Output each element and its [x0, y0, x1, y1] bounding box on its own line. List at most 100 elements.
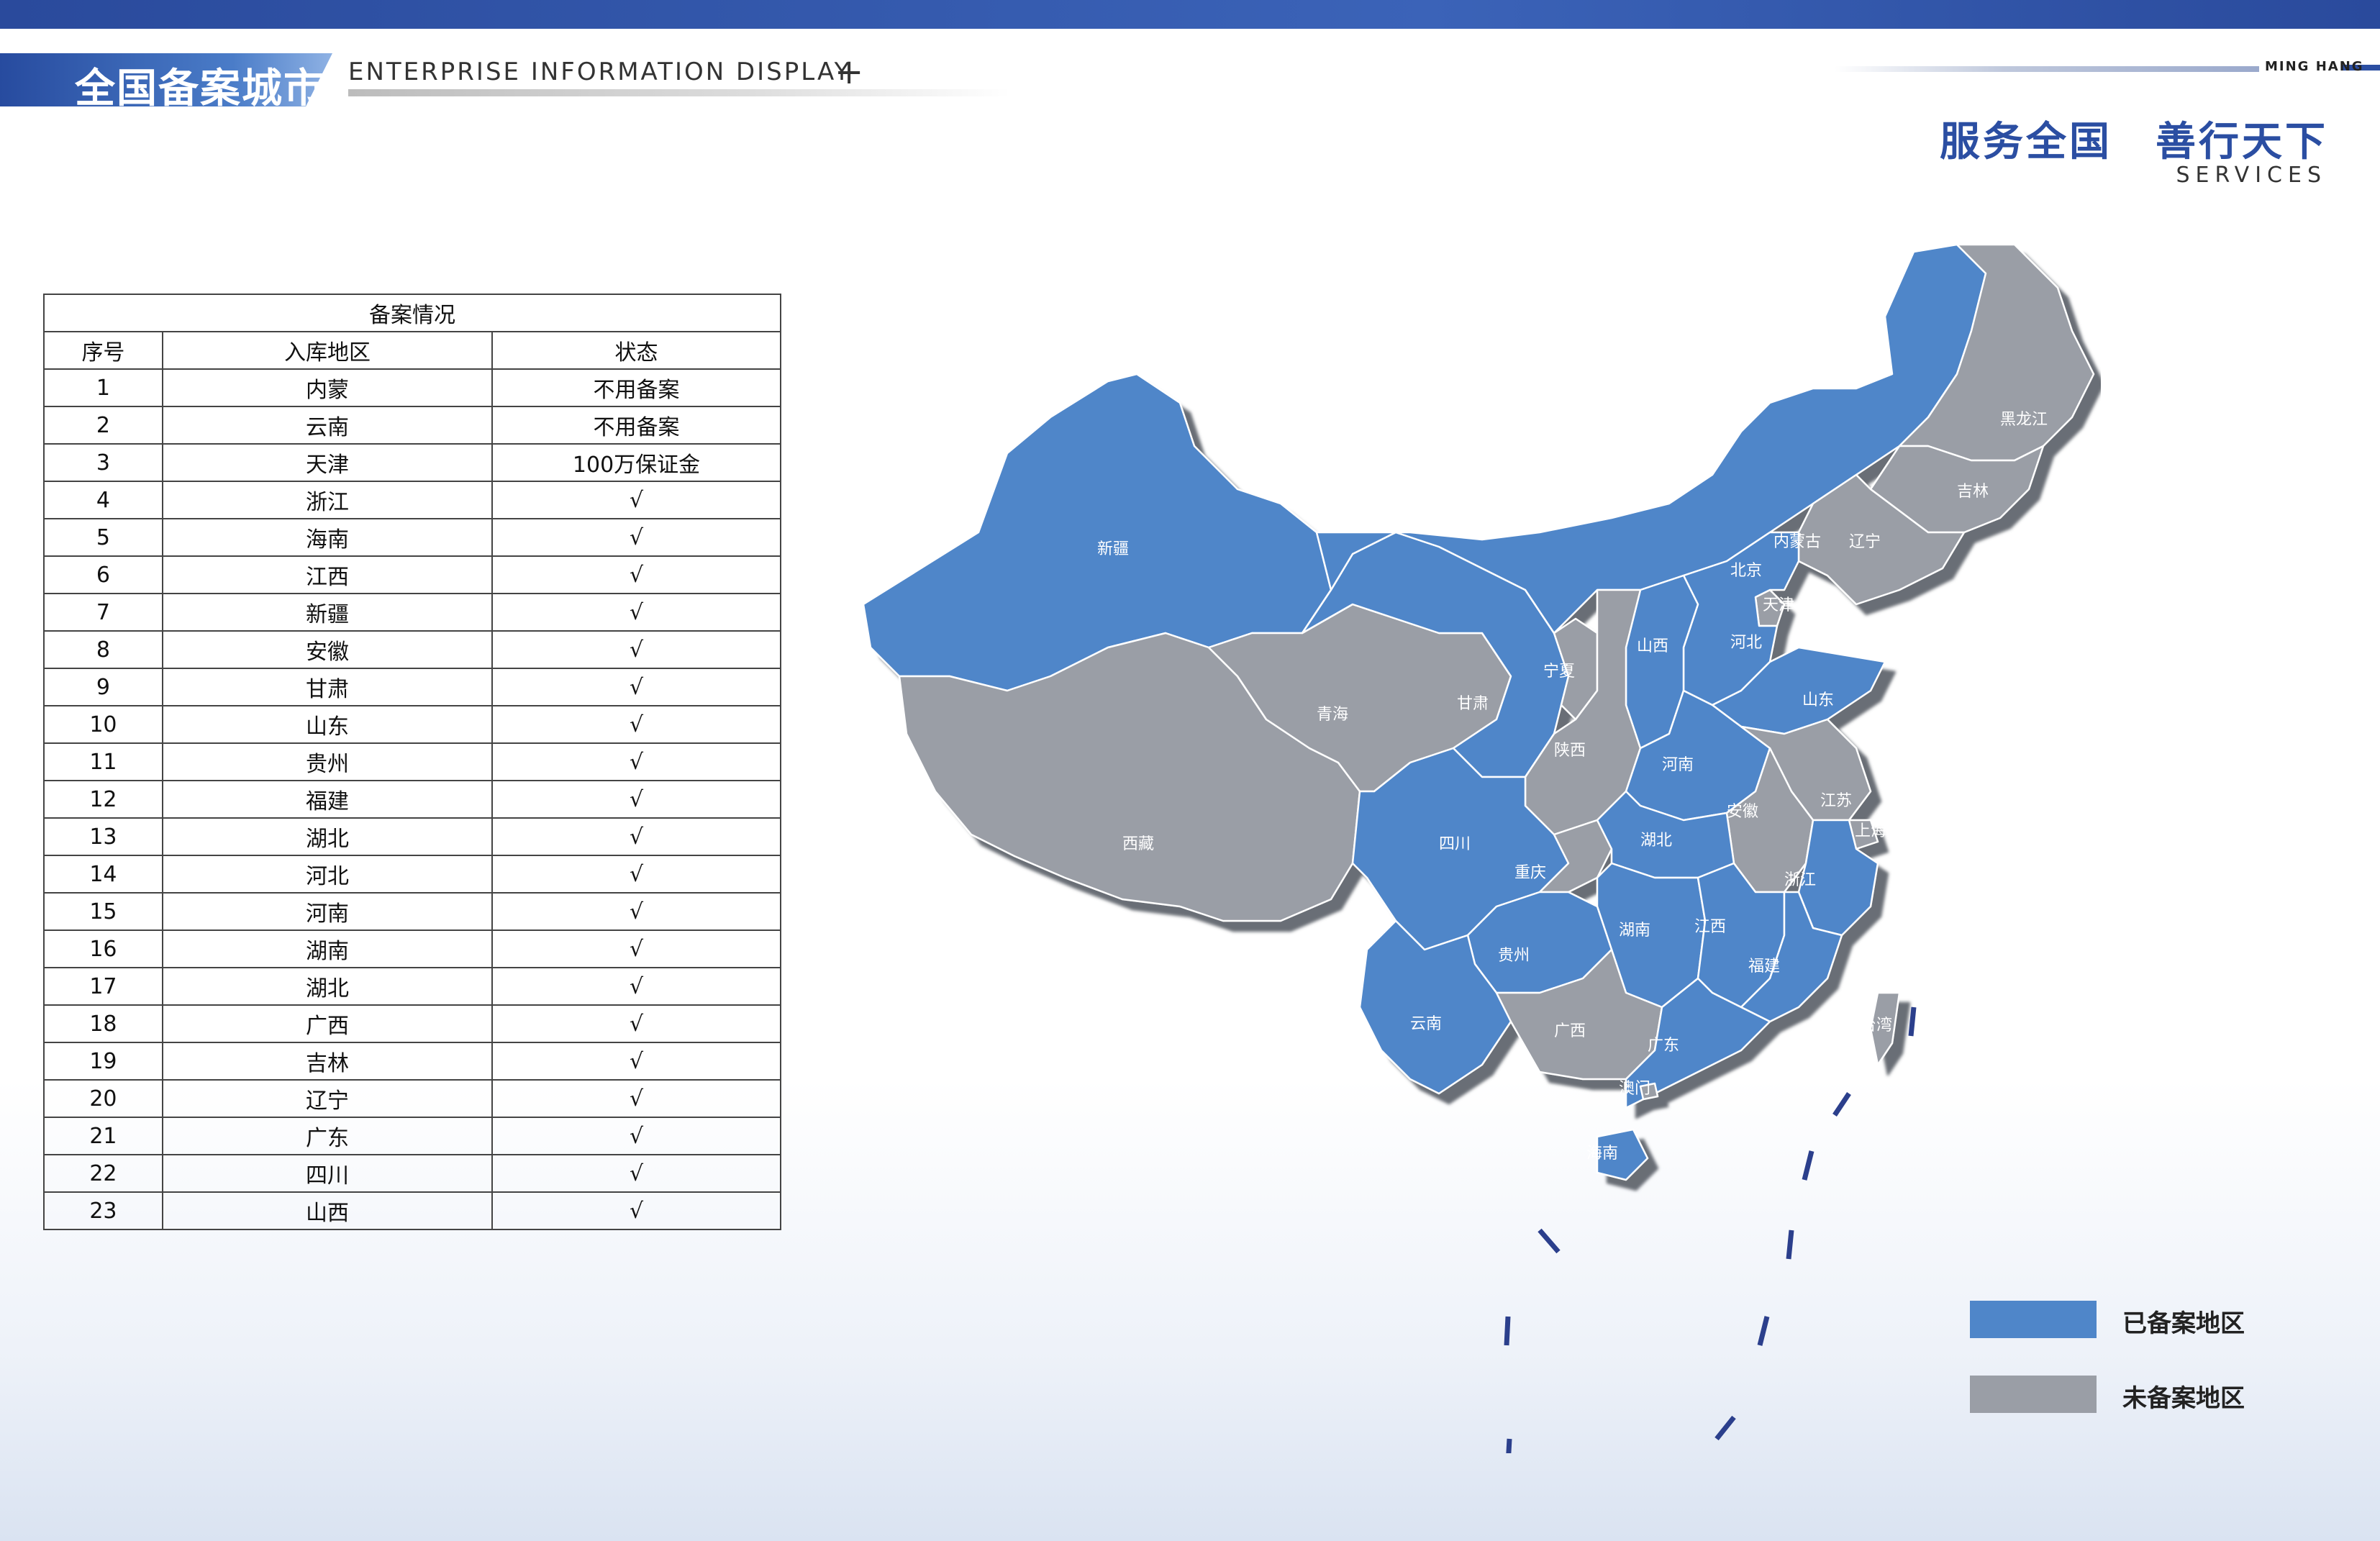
table-row: 2 云南 不用备案 — [43, 406, 781, 445]
region-hainan — [1596, 1128, 1649, 1181]
region-label: 四川 — [1439, 835, 1471, 853]
table-row: 14 河北 √ — [43, 855, 781, 894]
cell-region: 广西 — [161, 1004, 494, 1043]
cell-index: 8 — [43, 630, 163, 669]
cell-status: 不用备案 — [491, 406, 781, 445]
table-row: 21 广东 √ — [43, 1117, 781, 1155]
cell-index: 23 — [43, 1191, 163, 1230]
cell-index: 7 — [43, 593, 163, 632]
table-row: 13 湖北 √ — [43, 817, 781, 856]
region-label: 澳门 — [1619, 1080, 1650, 1098]
table-row: 6 江西 √ — [43, 555, 781, 594]
cell-region: 四川 — [161, 1154, 494, 1193]
cell-region: 浙江 — [161, 481, 494, 519]
column-header-index: 序号 — [43, 331, 163, 370]
cell-region: 湖南 — [161, 929, 494, 968]
cell-status: √ — [491, 1154, 781, 1193]
cell-status: √ — [491, 555, 781, 594]
column-header-region: 入库地区 — [161, 331, 494, 370]
cell-region: 广东 — [161, 1117, 494, 1155]
region-label: 重庆 — [1514, 864, 1546, 882]
cell-index: 21 — [43, 1117, 163, 1155]
region-label: 贵州 — [1498, 947, 1530, 965]
table-row: 1 内蒙 不用备案 — [43, 368, 781, 407]
region-label: 广东 — [1648, 1037, 1679, 1055]
cell-status: √ — [491, 817, 781, 856]
cell-index: 22 — [43, 1154, 163, 1193]
region-label: 云南 — [1410, 1015, 1442, 1033]
cell-index: 14 — [43, 855, 163, 894]
region-label: 天津 — [1763, 596, 1794, 614]
cell-index: 10 — [43, 705, 163, 744]
column-header-status: 状态 — [491, 331, 781, 370]
table-row: 8 安徽 √ — [43, 630, 781, 669]
cell-region: 贵州 — [161, 742, 494, 781]
region-fujian — [1740, 891, 1843, 1023]
region-label: 青海 — [1317, 706, 1348, 724]
cell-status: √ — [491, 593, 781, 632]
region-label: 河北 — [1730, 634, 1762, 652]
region-label: 新疆 — [1097, 540, 1129, 558]
cell-region: 湖北 — [161, 817, 494, 856]
cell-region: 新疆 — [161, 593, 494, 632]
cell-region: 山东 — [161, 705, 494, 744]
table-row: 11 贵州 √ — [43, 742, 781, 781]
table-caption-row: 备案情况 — [43, 294, 781, 332]
slogan-english: SERVICES — [2176, 163, 2327, 188]
title-tab-background — [0, 53, 332, 106]
cell-status: √ — [491, 705, 781, 744]
region-label: 台湾 — [1861, 1017, 1892, 1035]
cell-status: √ — [491, 892, 781, 931]
cell-region: 海南 — [161, 518, 494, 557]
cell-index: 5 — [43, 518, 163, 557]
region-label: 陕西 — [1554, 742, 1586, 760]
region-yunnan — [1358, 919, 1512, 1095]
region-label: 辽宁 — [1849, 533, 1881, 551]
cell-status: √ — [491, 1191, 781, 1230]
table-row: 3 天津 100万保证金 — [43, 443, 781, 482]
region-label: 黑龙江 — [2000, 411, 2048, 429]
cell-status: 不用备案 — [491, 368, 781, 407]
cell-region: 安徽 — [161, 630, 494, 669]
table-row: 5 海南 √ — [43, 518, 781, 557]
region-label: 浙江 — [1784, 871, 1816, 889]
cell-index: 18 — [43, 1004, 163, 1043]
legend-swatch-registered — [1970, 1301, 2097, 1338]
table-row: 22 四川 √ — [43, 1154, 781, 1193]
cell-index: 15 — [43, 892, 163, 931]
cell-index: 3 — [43, 443, 163, 482]
region-label: 上海 — [1855, 822, 1886, 840]
region-label: 福建 — [1748, 958, 1780, 976]
cell-status: √ — [491, 855, 781, 894]
cell-status: √ — [491, 742, 781, 781]
cell-region: 甘肃 — [161, 668, 494, 706]
cell-index: 4 — [43, 481, 163, 519]
brand-label: MING HANG — [2265, 59, 2364, 74]
table-row: 16 湖南 √ — [43, 929, 781, 968]
region-guangdong — [1625, 977, 1771, 1109]
cell-index: 11 — [43, 742, 163, 781]
cell-status: √ — [491, 668, 781, 706]
table-row: 7 新疆 √ — [43, 593, 781, 632]
legend-label-unregistered: 未备案地区 — [2122, 1384, 2245, 1413]
legend-swatch-unregistered — [1970, 1376, 2097, 1413]
cell-index: 6 — [43, 555, 163, 594]
cell-index: 20 — [43, 1079, 163, 1118]
cell-index: 9 — [43, 668, 163, 706]
slogan: 服务全国 善行天下 — [1940, 119, 2328, 165]
region-label: 江西 — [1694, 918, 1726, 936]
region-label: 湖南 — [1619, 922, 1650, 940]
cell-region: 江西 — [161, 555, 494, 594]
table-row: 4 浙江 √ — [43, 481, 781, 519]
cell-region: 吉林 — [161, 1042, 494, 1081]
region-label: 江苏 — [1820, 792, 1852, 810]
cell-index: 16 — [43, 929, 163, 968]
nine-dash-line — [1504, 1006, 1917, 1453]
table-row: 15 河南 √ — [43, 892, 781, 931]
table-row: 9 甘肃 √ — [43, 668, 781, 706]
region-taiwan — [1869, 991, 1901, 1066]
cell-index: 12 — [43, 780, 163, 819]
cell-region: 河南 — [161, 892, 494, 931]
page-title: 全国备案城市 — [75, 65, 325, 112]
